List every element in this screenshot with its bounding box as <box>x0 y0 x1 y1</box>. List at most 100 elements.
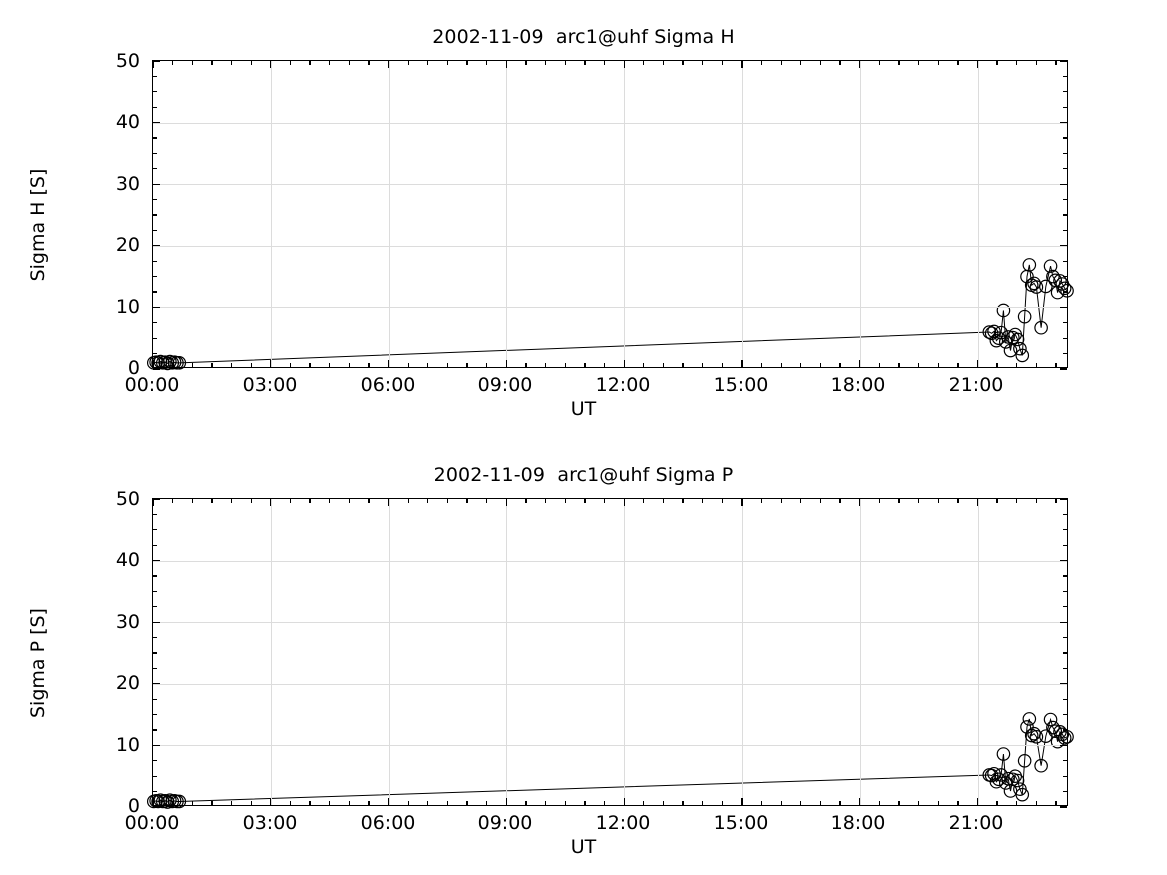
axis-tick-x <box>427 61 429 65</box>
axis-tick-y <box>1063 137 1067 139</box>
x-tick-label: 03:00 <box>242 374 298 396</box>
data-point-marker <box>163 354 177 369</box>
x-tick-label: 21:00 <box>948 374 1004 396</box>
axis-tick-x <box>898 499 900 503</box>
axis-tick-x <box>329 363 331 367</box>
axis-tick-x <box>309 499 311 503</box>
axis-tick-x <box>623 499 625 506</box>
x-tick-label: 12:00 <box>595 812 651 834</box>
axis-tick-x <box>270 360 272 367</box>
axis-tick-x <box>329 61 331 65</box>
y-tick-label: 0 <box>127 795 140 817</box>
y-tick-label: 20 <box>115 672 140 694</box>
data-point-marker <box>1057 281 1072 296</box>
axis-tick-x <box>1016 61 1018 65</box>
axis-tick-y <box>153 744 160 747</box>
axis-tick-x <box>368 499 370 503</box>
x-tick-label: 09:00 <box>477 812 533 834</box>
y-tick-label: 10 <box>115 296 140 318</box>
axis-tick-x <box>584 499 586 503</box>
x-tick-label: 00:00 <box>124 374 180 396</box>
axis-tick-x <box>525 363 527 367</box>
axis-tick-x <box>250 61 252 65</box>
axis-tick-x <box>368 61 370 65</box>
axis-tick-x <box>446 363 449 367</box>
axis-tick-y <box>153 621 160 623</box>
axis-tick-x <box>171 801 174 805</box>
axis-tick-y <box>1060 306 1067 309</box>
axis-tick-y <box>153 368 160 370</box>
axis-tick-x <box>505 499 508 506</box>
axis-tick-y <box>153 260 157 262</box>
axis-tick-y <box>153 729 157 731</box>
axis-tick-x <box>289 363 292 367</box>
axis-tick-x <box>976 499 979 506</box>
axis-tick-x <box>525 801 527 805</box>
axis-tick-x <box>250 363 252 367</box>
gridline-horizontal <box>153 122 1067 124</box>
axis-tick-y <box>1060 621 1067 623</box>
axis-tick-y <box>153 121 160 124</box>
axis-tick-x <box>289 499 292 503</box>
axis-tick-y <box>1063 229 1067 232</box>
data-point-marker <box>1043 712 1058 727</box>
axis-tick-x <box>741 798 743 805</box>
axis-tick-x <box>387 360 390 367</box>
axis-tick-x <box>564 61 566 65</box>
axis-tick-y <box>153 168 157 170</box>
axis-tick-x <box>957 801 959 805</box>
axis-tick-y <box>1060 245 1067 247</box>
data-point-marker <box>1001 330 1015 344</box>
axis-tick-x <box>780 61 782 65</box>
axis-tick-x <box>741 499 743 506</box>
axis-tick-x <box>898 801 900 805</box>
data-point-marker <box>1006 772 1020 787</box>
axis-tick-y <box>1063 91 1067 93</box>
data-point-marker <box>1017 753 1032 768</box>
chart-title-sigma-h: 2002-11-09 arc1@uhf Sigma H <box>432 26 735 48</box>
axis-tick-x <box>623 61 625 68</box>
x-axis-label-sigma-p: UT <box>570 836 597 858</box>
axis-tick-y <box>1063 790 1067 793</box>
axis-tick-x <box>407 499 409 503</box>
gridline-vertical <box>270 61 272 367</box>
axis-tick-x <box>800 363 802 367</box>
axis-tick-x <box>564 363 566 367</box>
axis-tick-x <box>643 363 645 367</box>
axis-tick-x <box>191 61 193 65</box>
axis-tick-x <box>270 61 272 68</box>
axis-tick-y <box>1063 590 1067 593</box>
axis-tick-x <box>348 801 350 805</box>
gridline-vertical <box>859 499 861 805</box>
axis-tick-x <box>937 363 939 367</box>
panel-sigma-h: 2002-11-09 arc1@uhf Sigma H Sigma H [S] … <box>0 0 1167 437</box>
axis-tick-x <box>662 61 665 65</box>
data-point-marker <box>1022 258 1037 272</box>
axis-tick-y <box>1063 352 1067 355</box>
axis-tick-x <box>466 61 468 65</box>
axis-tick-x <box>917 61 920 65</box>
axis-tick-x <box>368 363 370 367</box>
axis-tick-x <box>466 801 468 805</box>
axis-tick-y <box>153 75 157 78</box>
axis-tick-x <box>819 499 822 503</box>
axis-tick-x <box>584 363 586 367</box>
data-point-marker <box>1024 728 1039 743</box>
axis-tick-x <box>760 801 763 805</box>
axis-tick-x <box>878 499 881 503</box>
data-point-marker <box>1039 279 1053 294</box>
axis-tick-x <box>662 363 665 367</box>
data-point-marker <box>1043 259 1058 273</box>
gridline-vertical <box>624 61 626 367</box>
axis-tick-y <box>1060 368 1067 370</box>
axis-tick-x <box>407 801 409 805</box>
axis-tick-x <box>564 499 566 503</box>
axis-tick-x <box>976 61 979 68</box>
axis-tick-x <box>348 363 350 367</box>
data-point-marker <box>1020 720 1034 734</box>
axis-tick-x <box>996 363 998 367</box>
data-point-marker <box>1013 341 1027 356</box>
axis-tick-y <box>153 698 157 700</box>
axis-tick-x <box>505 61 508 68</box>
axis-tick-x <box>623 798 625 805</box>
